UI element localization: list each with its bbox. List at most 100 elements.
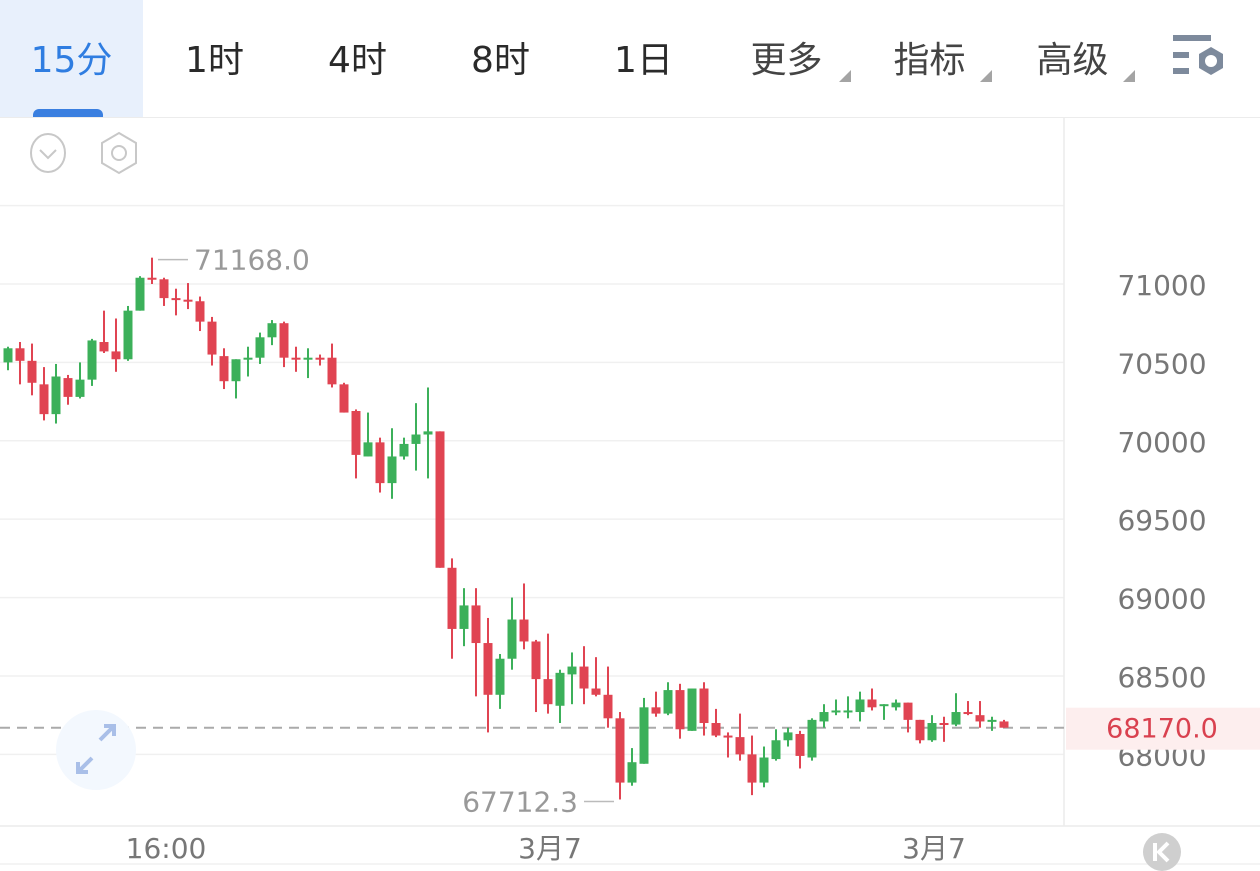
candle-body — [99, 342, 109, 352]
candle-body — [219, 356, 229, 382]
tab-1h[interactable]: 1时 — [143, 0, 286, 117]
last-price-box — [1066, 707, 1260, 750]
low-marker-label: 67712.3 — [462, 785, 578, 818]
list-settings-icon[interactable] — [1170, 32, 1230, 84]
candle-down — [603, 666, 613, 728]
candle-body — [171, 298, 181, 301]
candle-body — [819, 712, 829, 722]
candle-up — [507, 597, 517, 670]
candle-up — [75, 362, 85, 399]
candle-body — [855, 699, 865, 713]
candle-down — [651, 691, 661, 717]
tab-8h[interactable]: 8时 — [429, 0, 572, 117]
tab-label: 高级 — [1036, 40, 1109, 81]
dropdown-triangle-icon — [1123, 70, 1135, 82]
candle-down — [327, 343, 337, 388]
candle-body — [471, 605, 481, 644]
candle-up — [663, 682, 673, 716]
chevron-down-circle-icon[interactable] — [24, 131, 72, 177]
candle-up — [267, 320, 277, 346]
candle-body — [507, 619, 517, 659]
candle-up — [855, 691, 865, 722]
tab-4h[interactable]: 4时 — [286, 0, 429, 117]
candle-body — [495, 658, 505, 695]
tab-1d[interactable]: 1日 — [572, 0, 715, 117]
candle-body — [135, 277, 145, 311]
candle-up — [687, 688, 697, 731]
candle-up — [759, 746, 769, 788]
candle-body — [15, 348, 25, 361]
candle-body — [951, 712, 961, 725]
tab-more-dropdown[interactable]: 更多 — [715, 0, 858, 117]
candle-down — [351, 409, 361, 479]
candle-down — [471, 588, 481, 697]
tab-advanced-dropdown[interactable]: 高级 — [1001, 0, 1144, 117]
last-price-label: 68170.0 — [1106, 714, 1218, 745]
y-tick-label: 71000 — [1117, 269, 1206, 302]
candle-body — [399, 443, 409, 457]
candle-body — [531, 641, 541, 680]
candle-down — [711, 708, 721, 738]
candle-up — [51, 363, 61, 424]
candle-up — [771, 729, 781, 761]
candle-down — [147, 257, 157, 284]
candle-body — [699, 688, 709, 724]
candle-down — [315, 354, 325, 366]
expand-arrows-icon[interactable] — [56, 710, 136, 790]
candle-body — [363, 442, 373, 457]
candle-down — [279, 321, 289, 368]
candle-up — [135, 276, 145, 311]
candle-body — [279, 323, 289, 358]
candle-body — [915, 719, 925, 741]
candle-down — [39, 367, 49, 421]
k-logo-icon[interactable] — [1143, 833, 1181, 871]
candle-body — [291, 357, 301, 360]
candle-down — [447, 558, 457, 659]
candle-down — [27, 343, 37, 396]
candle-body — [723, 735, 733, 738]
candle-up — [303, 348, 313, 379]
candle-body — [975, 715, 985, 722]
candle-body — [843, 710, 853, 713]
tab-label: 更多 — [750, 40, 823, 81]
candle-down — [519, 583, 529, 650]
candle-body — [231, 359, 241, 382]
tab-indicators-dropdown[interactable]: 指标 — [858, 0, 1001, 117]
candle-down — [675, 683, 685, 739]
candle-up — [879, 704, 889, 720]
candle-up — [87, 338, 97, 386]
candle-body — [963, 712, 973, 715]
candle-down — [867, 688, 877, 711]
x-tick-label: 16:00 — [126, 832, 207, 865]
candle-up — [399, 437, 409, 460]
candle-down — [963, 701, 973, 716]
candle-body — [435, 431, 445, 568]
candle-body — [183, 299, 193, 302]
candle-up — [459, 588, 469, 647]
candle-body — [339, 384, 349, 413]
candle-body — [27, 360, 37, 383]
candle-body — [3, 348, 13, 363]
y-tick-label: 70000 — [1117, 426, 1206, 459]
candle-up — [423, 387, 433, 479]
candle-up — [123, 305, 133, 361]
y-tick-label: 70500 — [1117, 347, 1206, 380]
candle-body — [327, 357, 337, 385]
hexagon-settings-icon[interactable] — [94, 130, 144, 178]
candle-body — [315, 357, 325, 360]
candle-up — [831, 699, 841, 716]
tab-label: 15分 — [30, 40, 113, 81]
candle-body — [735, 737, 745, 755]
candle-up — [495, 654, 505, 709]
candle-up — [819, 704, 829, 728]
timeframe-toolbar: 15分 1时 4时 8时 1日 更多 指标 高级 — [0, 0, 1260, 118]
candle-body — [63, 378, 73, 397]
candle-body — [123, 310, 133, 360]
candle-down — [543, 633, 553, 714]
candle-down — [195, 296, 205, 332]
tab-15min[interactable]: 15分 — [0, 0, 143, 117]
candle-body — [147, 277, 157, 280]
candle-body — [423, 431, 433, 435]
candle-body — [375, 442, 385, 484]
